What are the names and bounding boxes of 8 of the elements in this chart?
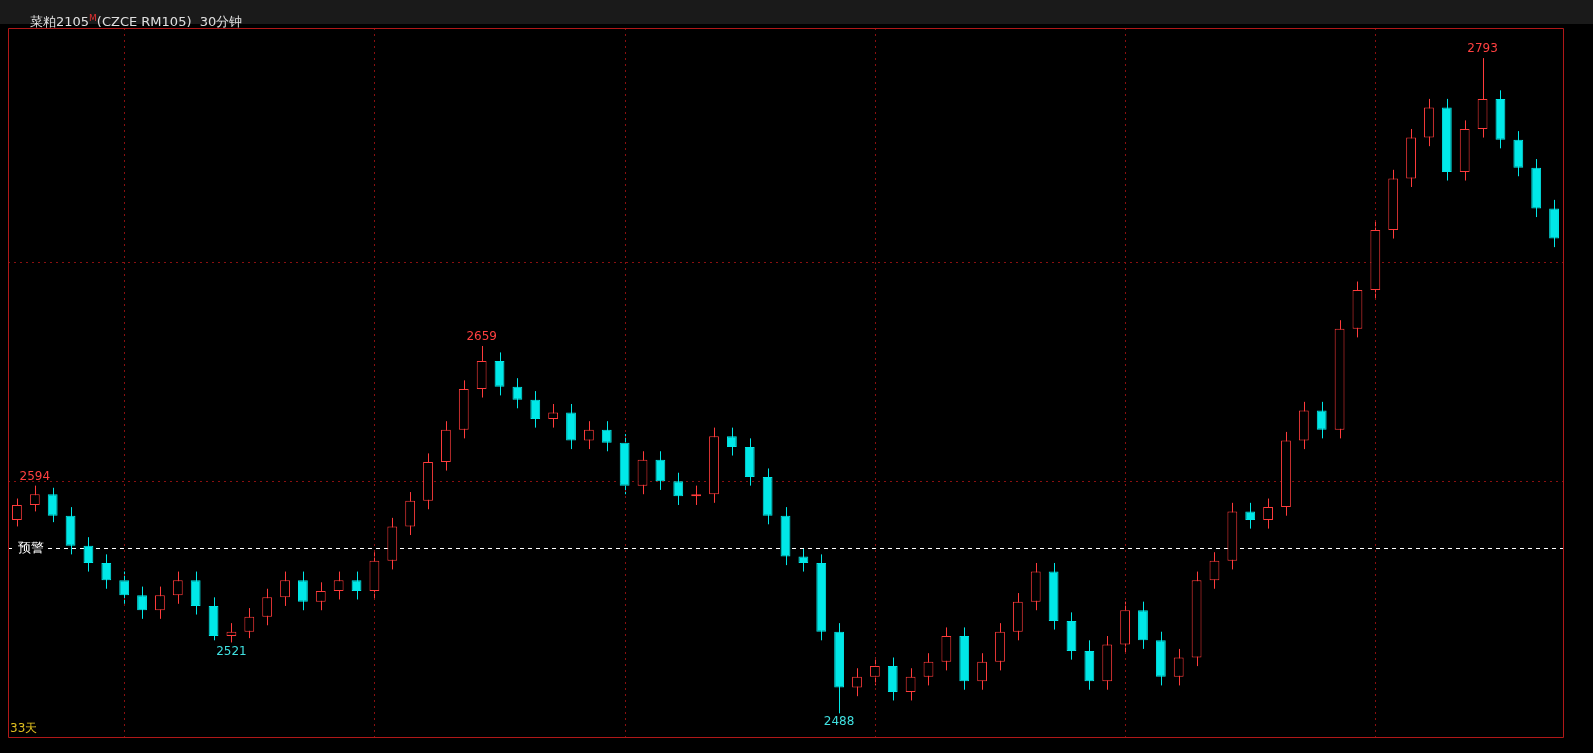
annotation: 2521 bbox=[216, 643, 247, 658]
annotation: 2594 bbox=[19, 468, 51, 483]
annotation: 2488 bbox=[823, 714, 855, 729]
chart-title: 菜粕2105$^{M}$(CZCE RM105) 30分钟 bbox=[30, 12, 243, 31]
annotation: 2793 bbox=[1467, 41, 1498, 56]
ref-line-label: 预警 bbox=[18, 539, 44, 555]
annotation: 33天 bbox=[10, 721, 38, 736]
annotation: 2659 bbox=[466, 329, 497, 344]
